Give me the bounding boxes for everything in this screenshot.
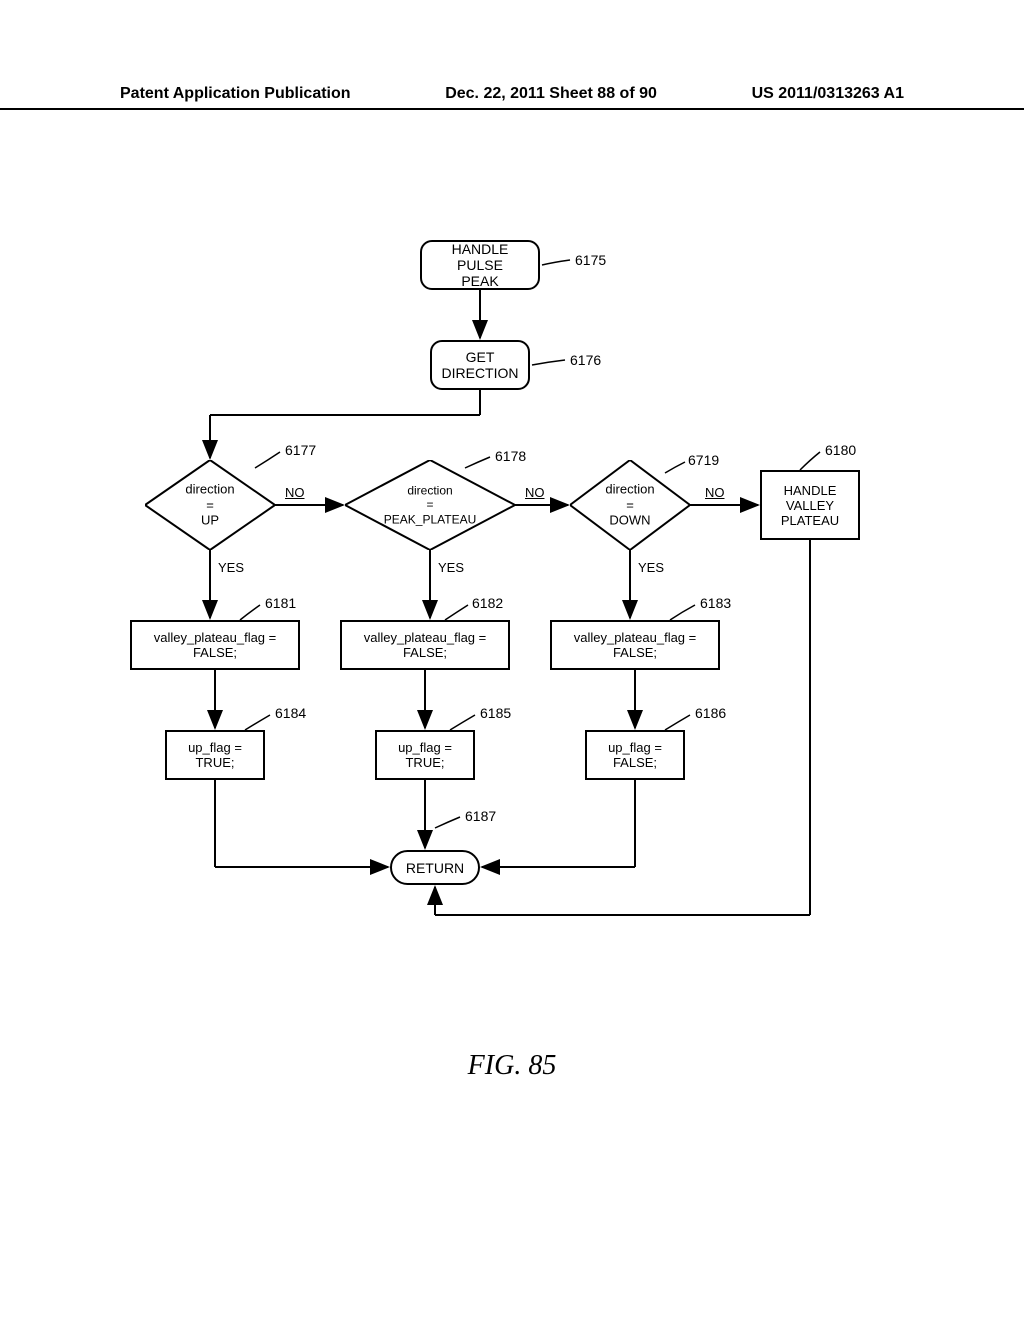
node-text: GET DIRECTION (442, 349, 519, 381)
ref-6182: 6182 (472, 595, 503, 611)
node-up-true-2: up_flag = TRUE; (375, 730, 475, 780)
node-valley-false-1: valley_plateau_flag = FALSE; (130, 620, 300, 670)
ref-6184: 6184 (275, 705, 306, 721)
ref-6719: 6719 (688, 452, 719, 468)
node-text: up_flag = TRUE; (398, 740, 452, 770)
ref-6187: 6187 (465, 808, 496, 824)
edge-no-2: NO (525, 485, 545, 500)
node-handle-valley: HANDLE VALLEY PLATEAU (760, 470, 860, 540)
header-center: Dec. 22, 2011 Sheet 88 of 90 (445, 85, 657, 103)
node-text: direction = DOWN (605, 482, 654, 529)
node-text: RETURN (406, 860, 464, 876)
ref-6180: 6180 (825, 442, 856, 458)
node-return: RETURN (390, 850, 480, 885)
node-text: valley_plateau_flag = FALSE; (364, 630, 487, 660)
node-text: direction = PEAK_PLATEAU (384, 483, 476, 526)
node-text: HANDLE VALLEY PLATEAU (781, 483, 839, 528)
header-left: Patent Application Publication (120, 85, 351, 103)
ref-6181: 6181 (265, 595, 296, 611)
patent-header: Patent Application Publication Dec. 22, … (0, 85, 1024, 110)
ref-6175: 6175 (575, 252, 606, 268)
ref-6185: 6185 (480, 705, 511, 721)
ref-6183: 6183 (700, 595, 731, 611)
node-text: up_flag = TRUE; (188, 740, 242, 770)
node-diamond-up: direction = UP (145, 460, 275, 550)
node-valley-false-3: valley_plateau_flag = FALSE; (550, 620, 720, 670)
flowchart: HANDLE PULSE PEAK 6175 GET DIRECTION 617… (100, 220, 924, 1020)
edge-yes-3: YES (638, 560, 664, 575)
node-get-direction: GET DIRECTION (430, 340, 530, 390)
ref-6177: 6177 (285, 442, 316, 458)
node-text: direction = UP (185, 482, 234, 529)
edge-yes-2: YES (438, 560, 464, 575)
figure-label: FIG. 85 (468, 1050, 557, 1082)
node-diamond-peak: direction = PEAK_PLATEAU (345, 460, 515, 550)
node-text: valley_plateau_flag = FALSE; (154, 630, 277, 660)
header-right: US 2011/0313263 A1 (752, 85, 904, 103)
node-up-true-1: up_flag = TRUE; (165, 730, 265, 780)
edge-yes-1: YES (218, 560, 244, 575)
ref-6176: 6176 (570, 352, 601, 368)
node-text: valley_plateau_flag = FALSE; (574, 630, 697, 660)
node-valley-false-2: valley_plateau_flag = FALSE; (340, 620, 510, 670)
node-handle-pulse-peak: HANDLE PULSE PEAK (420, 240, 540, 290)
edge-no-3: NO (705, 485, 725, 500)
ref-6186: 6186 (695, 705, 726, 721)
node-diamond-down: direction = DOWN (570, 460, 690, 550)
node-text: HANDLE PULSE PEAK (438, 241, 522, 289)
node-text: up_flag = FALSE; (608, 740, 662, 770)
node-up-false: up_flag = FALSE; (585, 730, 685, 780)
ref-6178: 6178 (495, 448, 526, 464)
edge-no-1: NO (285, 485, 305, 500)
